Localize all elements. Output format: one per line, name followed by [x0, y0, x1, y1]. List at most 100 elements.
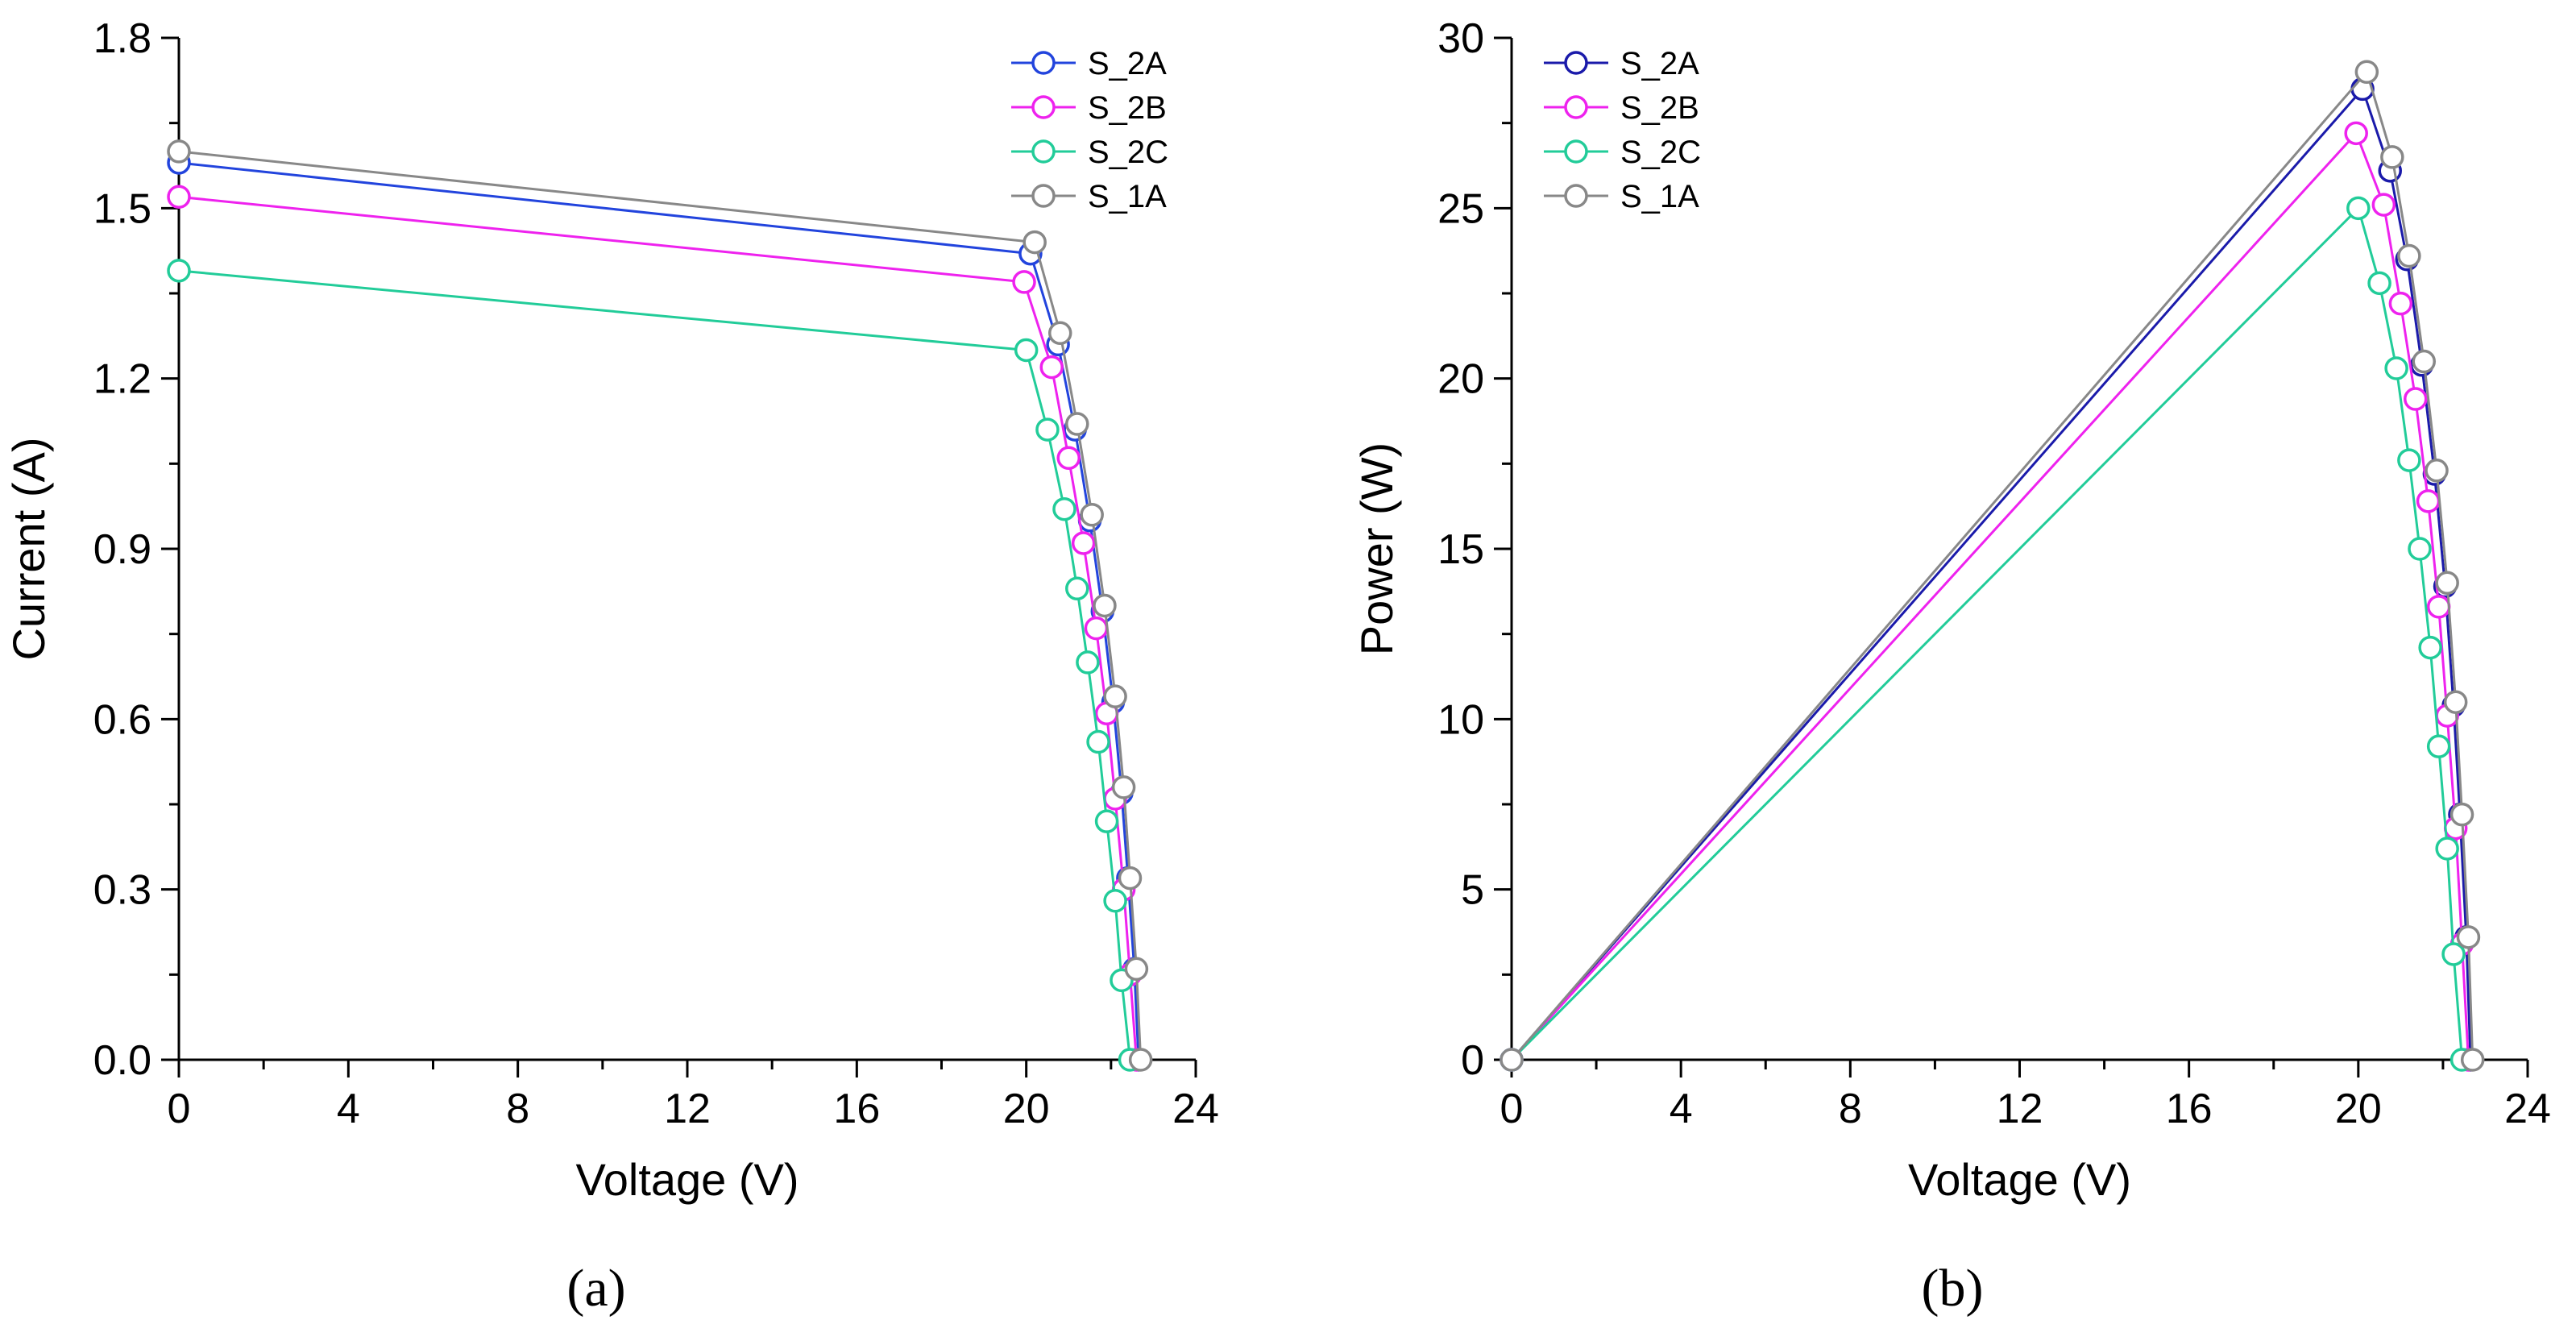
- series-s-1a: [1500, 60, 2485, 1072]
- data-point: [167, 259, 191, 283]
- y-tick-label: 1.5: [93, 185, 151, 232]
- data-point: [2449, 802, 2474, 827]
- y-tick-label: 15: [1437, 526, 1484, 573]
- data-point: [2371, 193, 2396, 217]
- series-line: [178, 269, 1131, 1061]
- x-tick-label: 4: [337, 1086, 360, 1132]
- legend-label: S_2C: [1088, 135, 1168, 170]
- series-line: [1510, 69, 2474, 1061]
- data-point: [1012, 270, 1036, 294]
- legend-marker: [1031, 184, 1056, 208]
- legend-marker: [1564, 184, 1588, 208]
- data-point: [1056, 446, 1081, 471]
- data-point: [1124, 957, 1149, 982]
- data-point: [2456, 925, 2481, 949]
- y-tick-label: 1.2: [93, 356, 151, 403]
- data-point: [1023, 230, 1047, 255]
- data-point: [1103, 889, 1127, 913]
- data-point: [1071, 531, 1096, 555]
- series-s-2a: [167, 151, 1151, 1072]
- y-axis-title: Power (W): [1351, 442, 1402, 655]
- x-tick-label: 12: [664, 1086, 711, 1132]
- data-point: [1065, 412, 1089, 436]
- data-point: [1014, 338, 1039, 363]
- data-point: [1111, 775, 1136, 799]
- data-point: [2404, 387, 2428, 411]
- y-tick-label: 0.0: [93, 1037, 151, 1084]
- legend-marker: [1564, 139, 1588, 164]
- data-point: [2418, 635, 2442, 660]
- data-point: [2397, 243, 2421, 268]
- data-point: [2426, 595, 2451, 619]
- data-point: [2354, 60, 2379, 85]
- legend: S_2A S_2B S_2C S_1A: [1544, 46, 1701, 214]
- x-tick-label: 0: [168, 1086, 191, 1132]
- y-axis-title: Current (A): [3, 438, 54, 661]
- data-point: [2416, 489, 2441, 513]
- x-tick-label: 12: [1997, 1086, 2043, 1132]
- legend-marker: [1564, 95, 1588, 119]
- legend-marker: [1031, 51, 1056, 75]
- data-point: [2425, 459, 2449, 483]
- panel-label: (b): [1922, 1259, 1984, 1318]
- legend-label: S_2B: [1620, 90, 1699, 126]
- data-point: [1094, 809, 1119, 833]
- data-point: [1065, 576, 1089, 601]
- legend-label: S_2A: [1088, 46, 1167, 81]
- x-axis-title: Voltage (V): [1908, 1154, 2131, 1205]
- data-point: [1128, 1048, 1153, 1072]
- x-tick-label: 16: [2166, 1086, 2213, 1132]
- data-point: [2367, 271, 2391, 296]
- legend-label: S_2B: [1088, 90, 1167, 126]
- data-point: [167, 139, 191, 164]
- data-point: [2443, 690, 2468, 714]
- legend-label: S_1A: [1620, 179, 1699, 214]
- legend-label: S_2A: [1620, 46, 1699, 81]
- data-point: [167, 185, 191, 209]
- x-tick-label: 20: [1003, 1086, 1050, 1132]
- series-line: [178, 161, 1140, 1061]
- data-point: [2397, 448, 2421, 472]
- data-point: [2435, 837, 2459, 861]
- legend: S_2A S_2B S_2C S_1A: [1011, 46, 1168, 214]
- data-point: [1118, 866, 1143, 891]
- series-line: [178, 195, 1138, 1061]
- data-point: [1500, 1048, 1524, 1072]
- data-point: [1035, 417, 1060, 442]
- y-tick-label: 25: [1437, 185, 1484, 232]
- data-point: [2408, 537, 2432, 561]
- data-point: [2460, 1048, 2485, 1072]
- data-point: [2388, 291, 2413, 316]
- y-tick-label: 10: [1437, 696, 1484, 743]
- legend-label: S_2C: [1620, 135, 1701, 170]
- series-line: [178, 150, 1143, 1061]
- data-point: [2435, 571, 2459, 596]
- data-point: [2344, 121, 2368, 146]
- y-tick-label: 1.8: [93, 15, 151, 62]
- data-point: [1080, 502, 1104, 527]
- x-tick-label: 4: [1670, 1086, 1693, 1132]
- series-s-1a: [167, 139, 1153, 1072]
- data-point: [1086, 729, 1110, 754]
- y-tick-label: 20: [1437, 356, 1484, 403]
- legend-label: S_1A: [1088, 179, 1167, 214]
- data-point: [1039, 355, 1064, 380]
- series-s-2b: [167, 185, 1149, 1072]
- x-tick-label: 8: [506, 1086, 529, 1132]
- data-point: [1093, 593, 1117, 618]
- data-point: [2380, 145, 2404, 169]
- data-point: [1047, 321, 1072, 346]
- x-tick-label: 0: [1500, 1086, 1524, 1132]
- series-s-2b: [1500, 121, 2481, 1072]
- y-tick-label: 0: [1461, 1037, 1484, 1084]
- y-tick-label: 0.9: [93, 526, 151, 573]
- series-s-2c: [167, 259, 1143, 1072]
- series-line: [1510, 131, 2470, 1061]
- x-tick-label: 20: [2335, 1086, 2382, 1132]
- legend-marker: [1031, 139, 1056, 164]
- y-tick-label: 0.3: [93, 867, 151, 914]
- data-point: [1076, 650, 1100, 675]
- x-tick-label: 24: [1172, 1086, 1219, 1132]
- data-point: [2441, 942, 2466, 966]
